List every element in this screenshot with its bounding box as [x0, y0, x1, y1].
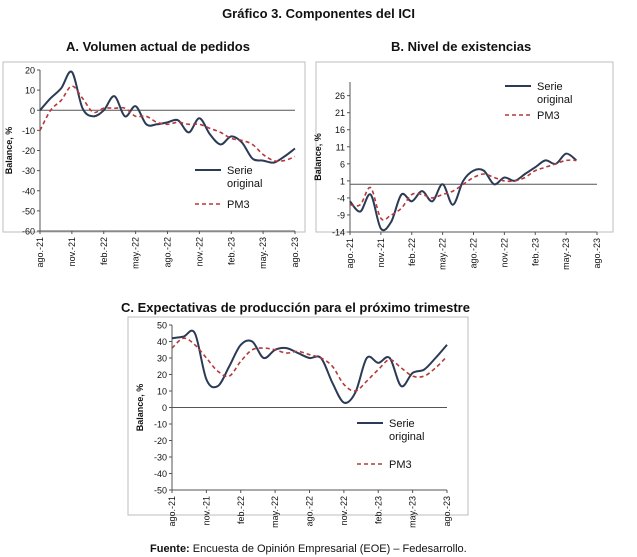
x-tick-label: ago.-23: [592, 238, 602, 269]
x-tick-label: may.-22: [270, 496, 280, 528]
panel-frame: [315, 61, 614, 233]
x-tick-label: ago.-23: [442, 496, 452, 527]
x-tick-label: ago.-21: [345, 238, 355, 269]
x-tick-label: ago.-22: [305, 496, 315, 527]
y-tick-label: -4: [337, 193, 345, 203]
y-tick-label: -30: [154, 453, 167, 463]
x-tick-label: ago.-23: [290, 237, 300, 268]
x-tick-label: feb.-22: [99, 237, 109, 265]
y-tick-label: 21: [335, 108, 345, 118]
y-tick-label: 0: [162, 403, 167, 413]
figure-title: Gráfico 3. Componentes del ICI: [222, 6, 415, 21]
series-original-line: [171, 329, 448, 404]
panel-frame: [2, 61, 306, 233]
series-original-line: [39, 70, 296, 164]
panel-c-title: C. Expectativas de producción para el pr…: [121, 300, 470, 315]
y-tick-label: -40: [154, 469, 167, 479]
y-tick-label: -14: [332, 228, 345, 238]
y-tick-label: -60: [22, 227, 35, 237]
series-pm3-line: [349, 159, 577, 221]
y-axis-label: Balance, %: [135, 384, 145, 432]
y-tick-label: 11: [336, 142, 345, 152]
panel-b-title: B. Nivel de existencias: [391, 39, 532, 54]
x-tick-label: feb.-23: [373, 496, 383, 524]
legend-pm3-label: PM3: [389, 459, 412, 471]
panel-frame: [127, 316, 469, 516]
x-tick-label: ago.-21: [167, 496, 177, 527]
x-tick-label: may.-23: [258, 237, 268, 269]
legend-original-label-line1: Serie: [227, 165, 253, 177]
x-tick-label: nov.-21: [201, 496, 211, 525]
legend-pm3-label: PM3: [227, 199, 250, 211]
y-tick-label: -20: [22, 146, 35, 156]
y-axis-label: Balance, %: [4, 127, 14, 175]
series-original-line: [349, 152, 578, 232]
y-tick-label: 6: [340, 159, 345, 169]
y-tick-label: -10: [154, 420, 167, 430]
x-tick-label: may.-23: [561, 238, 571, 270]
panel-a-title: A. Volumen actual de pedidos: [66, 39, 250, 54]
legend-original-label-line2: original: [389, 431, 424, 443]
y-tick-label: 16: [335, 125, 345, 135]
x-tick-label: may.-22: [438, 238, 448, 270]
source-note: Fuente: Encuesta de Opinión Empresarial …: [150, 543, 467, 555]
legend-original-label-line2: original: [227, 178, 262, 190]
x-tick-label: feb.-23: [226, 237, 236, 265]
y-tick-label: 20: [157, 370, 167, 380]
x-tick-label: nov.-22: [339, 496, 349, 525]
y-tick-label: 30: [157, 354, 167, 364]
x-tick-label: nov.-21: [67, 237, 77, 266]
y-tick-label: 20: [25, 66, 35, 76]
y-tick-label: 0: [30, 106, 35, 116]
y-tick-label: 10: [25, 86, 35, 96]
x-tick-label: feb.-22: [236, 496, 246, 524]
y-tick-label: 50: [157, 321, 167, 331]
legend-original-label-line1: Serie: [537, 81, 563, 93]
series-pm3-line: [39, 85, 296, 162]
y-tick-label: 1: [340, 176, 345, 186]
y-tick-label: -30: [22, 166, 35, 176]
y-tick-label: 26: [335, 91, 345, 101]
x-tick-label: may.-22: [131, 237, 141, 269]
x-tick-label: may.-23: [408, 496, 418, 528]
y-tick-label: -20: [154, 436, 167, 446]
y-tick-label: -50: [22, 206, 35, 216]
x-tick-label: nov.-22: [499, 238, 509, 267]
source-text: Encuesta de Opinión Empresarial (EOE) – …: [189, 543, 467, 555]
y-tick-label: 10: [157, 387, 167, 397]
legend-pm3-label: PM3: [537, 110, 560, 122]
legend-original-label-line2: original: [537, 94, 572, 106]
x-tick-label: nov.-21: [376, 238, 386, 267]
y-tick-label: -10: [22, 126, 35, 136]
y-axis-label: Balance, %: [313, 133, 323, 181]
source-label: Fuente:: [150, 543, 190, 555]
x-tick-label: feb.-23: [530, 238, 540, 266]
x-tick-label: feb.-22: [407, 238, 417, 266]
y-tick-label: -9: [337, 210, 345, 220]
x-tick-label: ago.-22: [163, 237, 173, 268]
x-tick-label: ago.-21: [35, 237, 45, 268]
y-tick-label: -50: [154, 486, 167, 496]
y-tick-label: -40: [22, 186, 35, 196]
x-tick-label: nov.-22: [194, 237, 204, 266]
legend-original-label-line1: Serie: [389, 418, 415, 430]
x-tick-label: ago.-22: [469, 238, 479, 269]
y-tick-label: 40: [157, 337, 167, 347]
series-pm3-line: [171, 337, 448, 392]
